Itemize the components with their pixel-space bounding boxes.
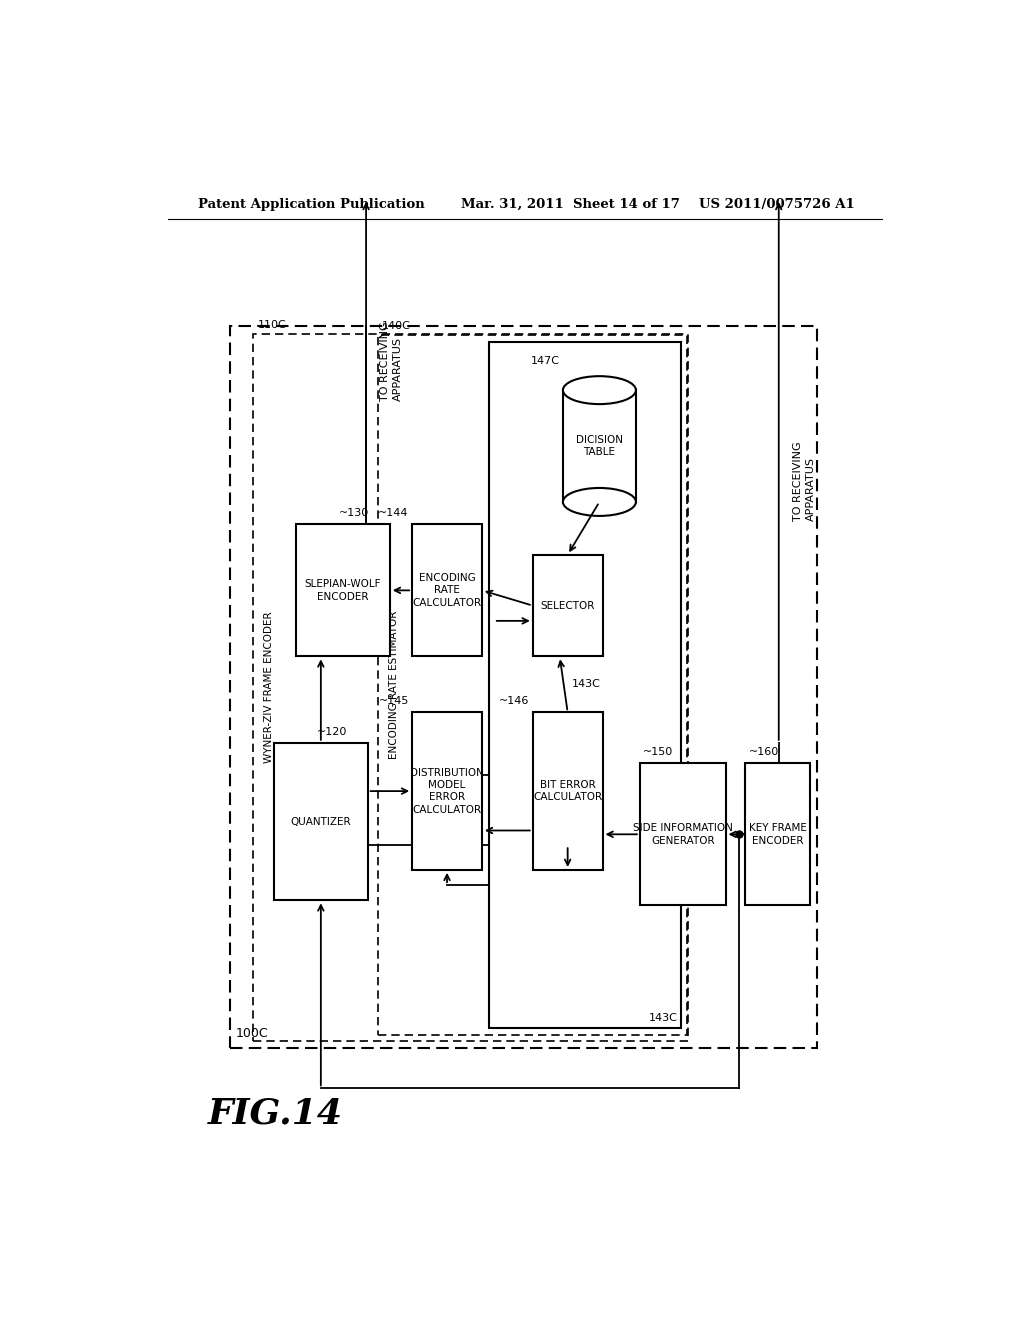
Text: 100C: 100C (236, 1027, 268, 1040)
Text: 140C: 140C (382, 321, 411, 331)
Bar (489, 342, 681, 1028)
Text: SLEPIAN-WOLF
ENCODER: SLEPIAN-WOLF ENCODER (305, 579, 381, 602)
Text: Patent Application Publication: Patent Application Publication (198, 198, 425, 211)
Text: 147C: 147C (530, 356, 560, 366)
Text: 110C: 110C (257, 321, 286, 330)
Text: TO RECEIVING
APPARATUS: TO RECEIVING APPARATUS (380, 322, 402, 401)
Bar (378, 335, 687, 1035)
Bar (640, 763, 726, 906)
Text: BIT ERROR
CALCULATOR: BIT ERROR CALCULATOR (534, 780, 602, 803)
Text: ENCODING RATE ESTIMATOR: ENCODING RATE ESTIMATOR (389, 611, 399, 759)
Bar (745, 763, 811, 906)
Text: SELECTOR: SELECTOR (541, 601, 595, 611)
Ellipse shape (563, 376, 636, 404)
Text: ENCODING
RATE
CALCULATOR: ENCODING RATE CALCULATOR (413, 573, 481, 607)
Text: ~150: ~150 (643, 747, 674, 758)
Text: ~146: ~146 (499, 696, 529, 706)
Text: US 2011/0075726 A1: US 2011/0075726 A1 (699, 198, 855, 211)
Text: FIG.14: FIG.14 (207, 1097, 342, 1131)
Text: ~144: ~144 (378, 508, 409, 519)
Bar (412, 524, 482, 656)
Text: TO RECEIVING
APPARATUS: TO RECEIVING APPARATUS (793, 441, 815, 521)
Text: ~145: ~145 (379, 696, 409, 706)
Ellipse shape (563, 488, 636, 516)
Text: Mar. 31, 2011  Sheet 14 of 17: Mar. 31, 2011 Sheet 14 of 17 (461, 198, 680, 211)
Text: QUANTIZER: QUANTIZER (291, 817, 351, 826)
Text: KEY FRAME
ENCODER: KEY FRAME ENCODER (749, 824, 807, 846)
Text: ~130: ~130 (339, 508, 370, 519)
Bar (532, 554, 602, 656)
Text: SIDE INFORMATION
GENERATOR: SIDE INFORMATION GENERATOR (633, 824, 732, 846)
Bar (253, 334, 688, 1040)
Bar (412, 713, 482, 870)
Text: 143C: 143C (649, 1014, 678, 1023)
Text: DICISION
TABLE: DICISION TABLE (575, 434, 623, 457)
Text: ~160: ~160 (749, 747, 779, 758)
Text: WYNER-ZIV FRAME ENCODER: WYNER-ZIV FRAME ENCODER (264, 611, 274, 763)
Bar (274, 743, 368, 900)
Text: DISTRIBUTION
MODEL
ERROR
CALCULATOR: DISTRIBUTION MODEL ERROR CALCULATOR (410, 767, 484, 814)
Bar (532, 713, 602, 870)
Bar (229, 326, 817, 1048)
Text: ~120: ~120 (316, 727, 347, 737)
Text: 143C: 143C (572, 678, 601, 689)
Bar (296, 524, 390, 656)
Bar (563, 391, 636, 502)
